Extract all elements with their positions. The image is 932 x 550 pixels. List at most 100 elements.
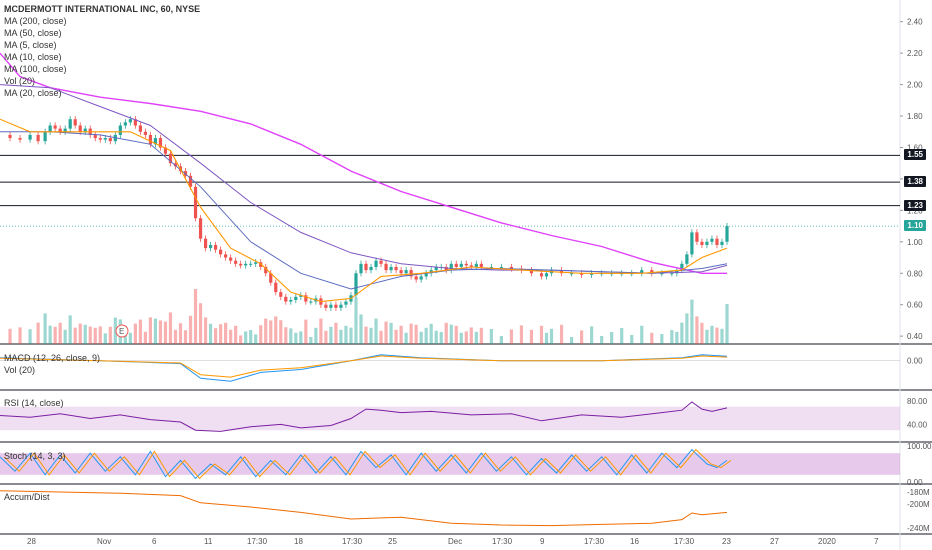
legend-vol[interactable]: Vol (20) xyxy=(4,76,36,86)
volume-bar xyxy=(700,322,704,344)
volume-bar xyxy=(73,327,77,344)
volume-bar xyxy=(314,327,318,344)
macd-vol-title[interactable]: Vol (20) xyxy=(4,365,36,375)
volume-bar xyxy=(224,322,228,344)
candle-body xyxy=(234,260,238,264)
volume-bar xyxy=(244,331,248,344)
volume-bar xyxy=(279,320,283,344)
ma100-line xyxy=(0,84,728,274)
candle-body xyxy=(419,276,423,280)
volume-bar xyxy=(559,324,564,344)
macd-pane-title[interactable]: MACD (12, 26, close, 9) xyxy=(4,353,101,363)
volume-bar xyxy=(509,329,514,344)
candle-body xyxy=(685,254,689,264)
legend-ma20[interactable]: MA (20, close) xyxy=(4,88,62,98)
symbol-title[interactable]: MCDERMOTT INTERNATIONAL INC, 60, NYSE xyxy=(4,4,201,14)
candle-body xyxy=(369,266,373,271)
price-axis-label: 0.60 xyxy=(907,301,923,310)
volume-bar xyxy=(449,324,453,344)
candle-body xyxy=(690,232,694,255)
accum-pane-title[interactable]: Accum/Dist xyxy=(4,492,50,502)
volume-bar xyxy=(153,318,158,344)
candle-body xyxy=(83,128,87,132)
candle-body xyxy=(168,153,173,164)
volume-bar xyxy=(334,322,338,344)
volume-bar xyxy=(339,329,343,344)
volume-bar xyxy=(544,332,549,344)
legend-ma10[interactable]: MA (10, close) xyxy=(4,52,62,62)
candle-body xyxy=(48,125,52,132)
time-axis-label: 17:30 xyxy=(674,537,695,546)
candle-body xyxy=(269,273,273,283)
candle-body xyxy=(73,119,77,126)
volume-bar xyxy=(63,329,67,344)
volume-bar xyxy=(304,319,308,344)
price-axis-label: 2.00 xyxy=(907,81,923,90)
candle-body xyxy=(133,119,137,126)
candle-body xyxy=(213,244,218,250)
volume-bar xyxy=(569,337,574,344)
candle-body xyxy=(650,270,654,274)
time-axis-label: Nov xyxy=(97,537,112,546)
candle-body xyxy=(108,138,112,142)
time-axis-label: 2020 xyxy=(818,537,836,546)
volume-bar xyxy=(138,319,142,344)
volume-bar xyxy=(289,328,293,344)
stoch-pane-title[interactable]: Stoch (14, 3, 3) xyxy=(4,451,66,461)
volume-bar xyxy=(264,318,268,344)
volume-bar xyxy=(434,330,438,344)
candle-body xyxy=(434,266,438,271)
volume-bar xyxy=(620,328,624,344)
legend-ma200[interactable]: MA (200, close) xyxy=(4,16,67,26)
legend-ma50[interactable]: MA (50, close) xyxy=(4,28,62,38)
candle-body xyxy=(394,266,398,271)
candle-body xyxy=(499,266,503,268)
candle-body xyxy=(143,131,147,135)
volume-bar xyxy=(359,314,363,344)
volume-bar xyxy=(284,327,288,344)
volume-bar xyxy=(394,329,398,344)
volume-bar xyxy=(68,315,72,344)
volume-bar xyxy=(640,325,644,344)
legend-ma5[interactable]: MA (5, close) xyxy=(4,40,57,50)
price-axis-label: 0.40 xyxy=(907,332,923,341)
rsi-pane-title[interactable]: RSI (14, close) xyxy=(4,398,64,408)
candle-body xyxy=(274,282,278,293)
volume-bar xyxy=(630,335,634,344)
volume-bar xyxy=(725,304,729,344)
volume-bar xyxy=(239,335,243,344)
accum-axis-label: -240M xyxy=(907,524,930,533)
candle-body xyxy=(249,263,253,265)
volume-bar xyxy=(168,312,173,344)
price-axis-label: 1.80 xyxy=(907,112,923,121)
volume-bar xyxy=(229,329,233,344)
candle-body xyxy=(364,263,368,271)
candle-body xyxy=(63,128,67,132)
level-tag-1-38: 1.38 xyxy=(904,176,926,188)
volume-bar xyxy=(329,326,333,344)
time-axis-label: 23 xyxy=(722,537,731,546)
time-axis-label: 27 xyxy=(770,537,779,546)
candle-body xyxy=(324,304,328,308)
candle-body xyxy=(359,263,363,274)
volume-bar xyxy=(163,321,168,344)
volume-bar xyxy=(213,328,218,344)
ma200-line xyxy=(0,52,727,274)
volume-bar xyxy=(354,297,358,344)
candle-body xyxy=(509,266,514,269)
legend-ma100[interactable]: MA (100, close) xyxy=(4,64,67,74)
candle-body xyxy=(58,128,62,132)
volume-bar xyxy=(133,323,137,344)
candle-body xyxy=(399,270,403,274)
candle-body xyxy=(329,304,333,308)
candle-body xyxy=(334,304,338,308)
stoch-band xyxy=(0,453,900,475)
candle-body xyxy=(153,138,158,145)
volume-bar xyxy=(259,325,263,344)
volume-bar xyxy=(454,325,458,344)
time-axis-label: 9 xyxy=(540,537,545,546)
volume-bar xyxy=(274,316,278,344)
candle-body xyxy=(384,263,388,271)
